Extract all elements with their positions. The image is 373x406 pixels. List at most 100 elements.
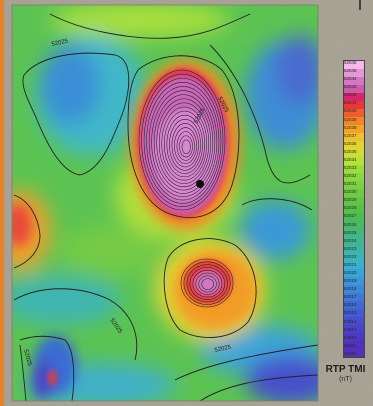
- legend-color-swatch: [344, 173, 364, 181]
- contour-label: 52025: [214, 344, 232, 353]
- legend-tick-label: 52038: [344, 124, 357, 130]
- legend-color-swatch: [344, 301, 364, 309]
- legend-color-swatch: [344, 253, 364, 261]
- legend-color-swatch: [344, 77, 364, 85]
- legend-tick-label: 52027: [344, 213, 357, 219]
- legend-tick-label: 52020: [344, 270, 357, 276]
- legend-tick-label: 52037: [344, 132, 357, 138]
- legend-tick-label: 52024: [344, 237, 357, 243]
- legend-color-swatch: [344, 349, 364, 357]
- legend-color-swatch: [344, 93, 364, 101]
- legend-tick-label: 52015: [344, 310, 357, 316]
- legend-tick-label: 52034: [344, 156, 357, 162]
- contour-ring: [198, 275, 217, 293]
- survey-point-marker: [196, 180, 204, 188]
- legend-tick-label: 52011: [344, 342, 357, 348]
- legend-tick-label: 52041: [344, 100, 357, 106]
- legend-unit: (nT): [339, 376, 352, 383]
- contour-ring: [153, 94, 214, 191]
- legend-tick-label: 52019: [344, 278, 357, 284]
- legend-tick-label: 52046: [344, 60, 357, 65]
- legend-tick-label: 52022: [344, 253, 357, 259]
- contour-lines: [13, 13, 318, 401]
- legend-tick-label: 52013: [344, 326, 357, 332]
- contour-line: [13, 288, 138, 361]
- legend-color-swatch: [344, 277, 364, 285]
- legend-color-swatch: [344, 101, 364, 109]
- secondary-high-contours: [180, 258, 234, 308]
- legend-tick-label: 52033: [344, 165, 357, 171]
- map-border: [11, 4, 319, 402]
- contour-line: [127, 55, 240, 219]
- legend-tick-label: 52029: [344, 197, 357, 203]
- left-accent-strip: [0, 0, 4, 406]
- legend-color-swatch: [344, 165, 364, 173]
- contour-ring: [143, 77, 222, 204]
- magnetic-high-contours: [138, 69, 226, 211]
- legend-title: RTP TMI: [325, 364, 366, 375]
- legend-color-swatch: [344, 189, 364, 197]
- legend-color-swatch: [344, 293, 364, 301]
- contour-ring: [169, 119, 201, 171]
- legend-tick-label: 52014: [344, 318, 357, 324]
- legend-tick-label: 52044: [344, 76, 357, 82]
- legend-color-swatch: [344, 61, 364, 69]
- legend-color-swatch: [344, 261, 364, 269]
- contour-ring: [176, 131, 195, 161]
- contour-ring: [148, 86, 218, 198]
- contour-line: [19, 344, 27, 401]
- legend-color-swatch: [344, 149, 364, 157]
- contour-label: 52025: [22, 349, 32, 367]
- legend-color-swatch: [344, 285, 364, 293]
- legend-color-swatch: [344, 229, 364, 237]
- legend-tick-label: 52012: [344, 334, 357, 340]
- legend-tick-label: 52018: [344, 286, 357, 292]
- contour-line: [22, 52, 130, 176]
- legend-color-swatch: [344, 141, 364, 149]
- contour-line: [19, 335, 75, 401]
- legend-color-swatch: [344, 213, 364, 221]
- contour-ring: [146, 82, 220, 201]
- contour-ring: [174, 127, 197, 164]
- legend-color-swatch: [344, 237, 364, 245]
- legend-color-swatch: [344, 85, 364, 93]
- contour-line: [13, 194, 41, 269]
- contour-line: [174, 344, 318, 381]
- contour-ring: [161, 106, 208, 181]
- contour-line: [163, 238, 257, 338]
- contour-ring: [201, 278, 214, 290]
- contour-ring: [180, 258, 234, 308]
- contour-ring: [192, 269, 223, 298]
- legend-color-swatch: [344, 109, 364, 117]
- legend-tick-label: 52045: [344, 68, 357, 74]
- contour-ring: [141, 73, 224, 207]
- legend-tick-label: 52026: [344, 221, 357, 227]
- legend-tick-label: 52032: [344, 173, 357, 179]
- contour-ring: [195, 272, 220, 295]
- contour-ring: [179, 135, 193, 158]
- legend-tick-label: 52030: [344, 189, 357, 195]
- legend-tick-label: 52031: [344, 181, 357, 187]
- contour-ring: [151, 90, 216, 194]
- contour-ring: [156, 98, 212, 188]
- legend-color-swatch: [344, 197, 364, 205]
- contour-ring: [181, 139, 191, 155]
- legend-tick-label: 52036: [344, 140, 357, 146]
- legend-color-bar: [343, 60, 365, 358]
- legend-tick-label: 52010: [344, 350, 357, 356]
- color-legend: 52046 52045 52044 52043 52042 52041 52040 52039…: [339, 58, 373, 388]
- legend-tick-label: 52016: [344, 302, 357, 308]
- anomaly-map: 52025 52025 52025 52025 52025 52025: [12, 5, 318, 401]
- legend-tick-label: 52043: [344, 84, 357, 90]
- legend-tick-label: 52017: [344, 294, 357, 300]
- legend-color-swatch: [344, 133, 364, 141]
- legend-color-swatch: [344, 181, 364, 189]
- legend-color-swatch: [344, 325, 364, 333]
- contour-ring: [189, 267, 225, 300]
- legend-color-swatch: [344, 205, 364, 213]
- legend-tick-label: 52025: [344, 229, 357, 235]
- contour-ring: [158, 102, 210, 184]
- legend-color-swatch: [344, 221, 364, 229]
- legend-tick-label: 52028: [344, 205, 357, 211]
